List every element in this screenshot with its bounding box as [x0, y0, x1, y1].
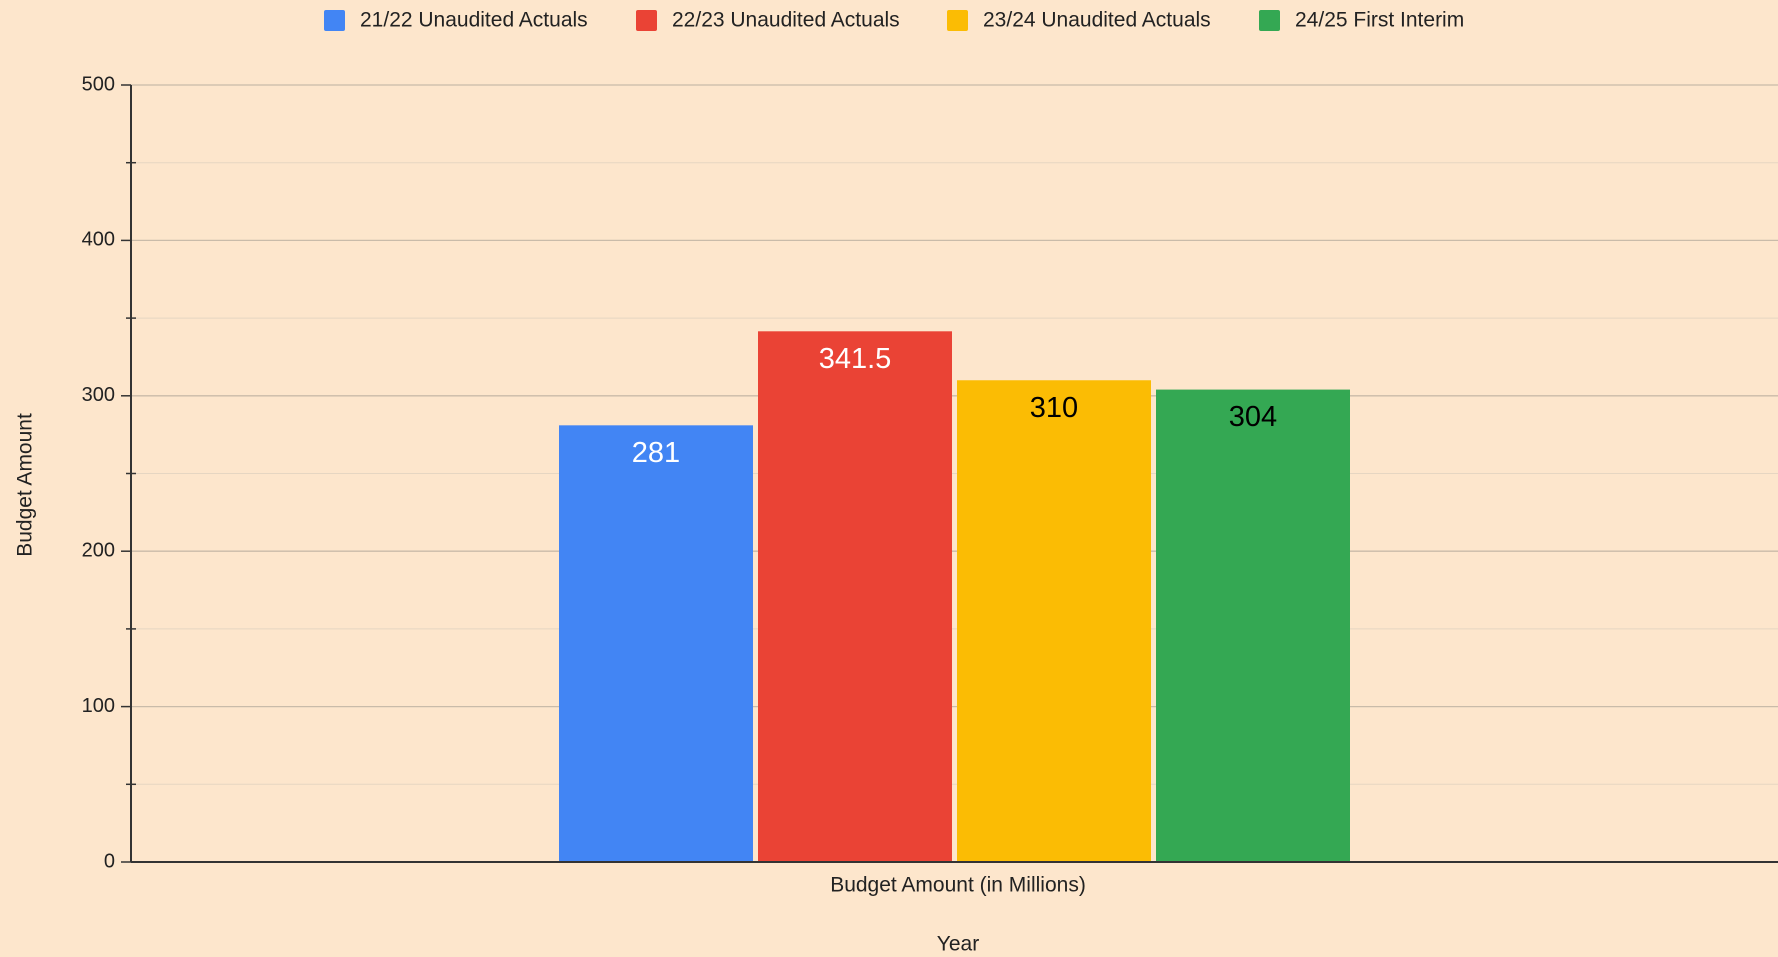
data-label: 341.5 [819, 343, 892, 375]
y-tick-label: 200 [82, 539, 115, 561]
data-label: 281 [632, 437, 680, 469]
y-tick-label: 500 [82, 73, 115, 95]
x-tick-label: Budget Amount (in Millions) [830, 874, 1086, 897]
x-axis-title: Year [937, 933, 979, 956]
legend-swatch [1259, 10, 1280, 31]
legend-swatch [636, 10, 657, 31]
legend-label: 22/23 Unaudited Actuals [672, 9, 900, 32]
bar [957, 380, 1151, 862]
bar [758, 331, 952, 863]
bar [559, 425, 753, 862]
y-axis-title: Budget Amount [14, 413, 37, 557]
legend-label: 24/25 First Interim [1295, 9, 1464, 32]
bar [1156, 389, 1350, 862]
legend-swatch [324, 10, 345, 31]
y-tick-label: 0 [104, 850, 115, 872]
y-tick-label: 100 [82, 695, 115, 717]
data-label: 310 [1030, 392, 1078, 424]
legend-swatch [947, 10, 968, 31]
legend-label: 23/24 Unaudited Actuals [983, 9, 1211, 32]
y-tick-label: 300 [82, 384, 115, 406]
legend-label: 21/22 Unaudited Actuals [360, 9, 588, 32]
data-label: 304 [1229, 401, 1277, 433]
y-tick-label: 400 [82, 229, 115, 251]
